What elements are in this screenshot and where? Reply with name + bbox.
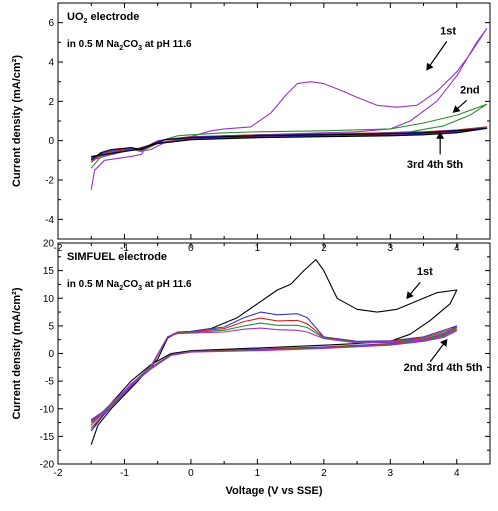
y-tick-label: -2 bbox=[45, 176, 54, 187]
x-tick-label: 4 bbox=[454, 468, 460, 479]
x-tick-label: 1 bbox=[255, 243, 261, 254]
solution-condition-label: in 0.5 M Na2CO3 at pH 11.6 bbox=[67, 279, 192, 292]
x-axis-label: Voltage (V vs SSE) bbox=[226, 485, 323, 497]
y-tick-label: 4 bbox=[48, 58, 54, 69]
cycle-annotation-2: 2nd 3rd 4th 5th bbox=[404, 362, 483, 374]
cycle-arrow-2 bbox=[452, 99, 468, 113]
electrode-label: UO2 electrode bbox=[67, 11, 139, 25]
y-tick-label: -10 bbox=[40, 404, 55, 415]
cycle-annotation-1: 1st bbox=[417, 266, 433, 278]
series-line-5 bbox=[90, 127, 488, 160]
y-tick-label: -15 bbox=[40, 432, 55, 443]
y-axis-label: Current density (mA/cm²) bbox=[11, 287, 23, 419]
x-tick-label: 0 bbox=[188, 243, 194, 254]
y-axis-label: Current density (mA/cm²) bbox=[11, 55, 23, 187]
electrode-label: SIMFUEL electrode bbox=[67, 251, 167, 263]
series-line-5 bbox=[90, 327, 458, 424]
y-tick-label: -20 bbox=[40, 460, 55, 471]
x-tick-label: 1 bbox=[255, 468, 261, 479]
cycle-arrow-2 bbox=[429, 338, 448, 363]
y-tick-label: 20 bbox=[43, 239, 55, 250]
cycle-arrow-1 bbox=[426, 41, 448, 71]
x-tick-label: 2 bbox=[321, 243, 327, 254]
x-tick-label: 0 bbox=[188, 468, 194, 479]
solution-condition-label: in 0.5 M Na2CO3 at pH 11.6 bbox=[67, 39, 192, 52]
x-tick-label: -1 bbox=[120, 468, 129, 479]
y-tick-label: 0 bbox=[48, 136, 54, 147]
x-tick-label: -1 bbox=[120, 243, 129, 254]
x-tick-label: 3 bbox=[388, 243, 394, 254]
cycle-arrow-1 bbox=[406, 281, 421, 300]
x-tick-label: -2 bbox=[54, 468, 63, 479]
y-tick-label: -4 bbox=[45, 215, 54, 226]
x-tick-label: 3 bbox=[388, 468, 394, 479]
cycle-annotation-1: 1st bbox=[440, 25, 456, 37]
y-tick-label: 0 bbox=[48, 349, 54, 360]
cycle-annotation-2: 2nd bbox=[460, 84, 480, 96]
cycle-annotation-3: 3rd 4th 5th bbox=[407, 159, 464, 171]
x-tick-label: 2 bbox=[321, 468, 327, 479]
series-line-4 bbox=[90, 322, 458, 426]
y-tick-label: -5 bbox=[45, 377, 54, 388]
y-tick-label: 15 bbox=[43, 266, 55, 277]
series-group bbox=[90, 28, 488, 190]
series-group bbox=[90, 259, 458, 445]
y-tick-label: 2 bbox=[48, 97, 54, 108]
y-tick-label: 6 bbox=[48, 18, 54, 29]
y-tick-label: 5 bbox=[48, 321, 54, 332]
y-tick-label: 10 bbox=[43, 294, 55, 305]
x-tick-label: 4 bbox=[454, 243, 460, 254]
